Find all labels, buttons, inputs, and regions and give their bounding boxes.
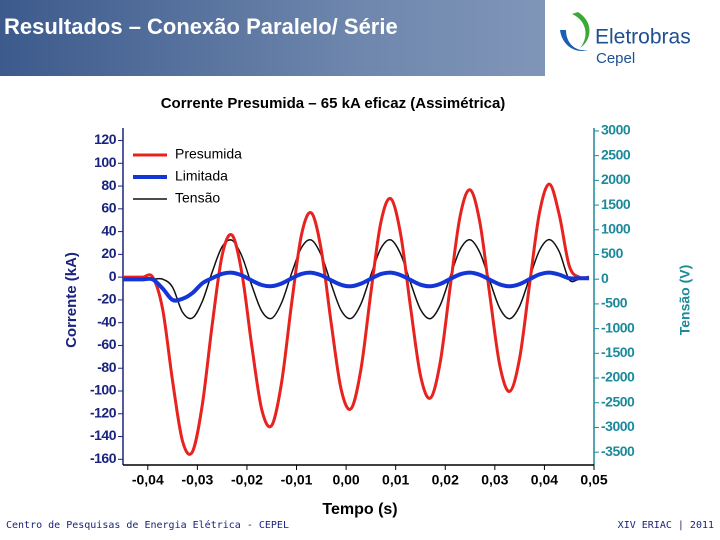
y2-tick-label: 500 xyxy=(601,245,624,261)
chart-title: Corrente Presumida – 65 kA eficaz (Assim… xyxy=(161,95,506,112)
logo-text: Eletrobras xyxy=(595,26,691,49)
y-tick-label: -160 xyxy=(90,450,117,466)
logo-subtext: Cepel xyxy=(596,50,635,67)
footer-left: Centro de Pesquisas de Energia Elétrica … xyxy=(6,519,289,531)
y-tick-label: 40 xyxy=(101,222,116,238)
x-axis-label: Tempo (s) xyxy=(322,501,397,518)
plot: 120 100 80 60 40 20 0 -20 -40 -60 -80 -100 -120 -140 -… xyxy=(90,122,636,488)
y2-tick-label: -2000 xyxy=(601,369,635,385)
y2-tick-label: -1500 xyxy=(601,344,635,360)
x-tick-label: -0,04 xyxy=(132,472,164,488)
y2-tick-label: 2500 xyxy=(601,146,631,162)
y2-tick-label: -2500 xyxy=(601,393,635,409)
legend-label: Limitada xyxy=(175,168,228,184)
y-tick-label: -60 xyxy=(97,336,116,352)
y-tick-label: 0 xyxy=(109,268,117,284)
y2-tick-label: 1500 xyxy=(601,196,631,212)
y-tick-label: -120 xyxy=(90,404,117,420)
y-tick-label: 60 xyxy=(101,200,116,216)
logo-icon xyxy=(560,12,590,52)
x-tick-label: 0,02 xyxy=(432,472,459,488)
y2-tick-label: 3000 xyxy=(601,122,631,138)
x-tick-label: -0,01 xyxy=(281,472,313,488)
legend-label: Tensão xyxy=(175,190,220,206)
x-tick-label: -0,02 xyxy=(231,472,263,488)
y2-tick-label: -1000 xyxy=(601,319,635,335)
series-line xyxy=(122,182,590,456)
y-tick-label: -20 xyxy=(97,291,116,307)
y-tick-label: 100 xyxy=(94,154,117,170)
y2-tick-label: -3500 xyxy=(601,443,635,459)
footer-right: XIV ERIAC | 2011 xyxy=(618,520,714,531)
y2-tick-label: 2000 xyxy=(601,171,631,187)
y2-tick-label: -3000 xyxy=(601,418,635,434)
y2-axis-label: Tensão (V) xyxy=(677,265,693,336)
logo-box xyxy=(545,0,720,76)
x-tick-label: 0,00 xyxy=(332,472,359,488)
slide-title: Resultados – Conexão Paralelo/ Série xyxy=(4,14,398,39)
y-tick-label: -100 xyxy=(90,382,117,398)
x-tick-label: -0,03 xyxy=(181,472,213,488)
legend-label: Presumida xyxy=(175,146,242,162)
y-tick-label: -80 xyxy=(97,359,116,375)
y2-tick-label: 1000 xyxy=(601,220,631,236)
x-tick-label: 0,03 xyxy=(481,472,508,488)
y-axis-label: Corrente (kA) xyxy=(63,252,80,348)
y-tick-label: -40 xyxy=(97,313,116,329)
x-tick-label: 0,04 xyxy=(531,472,558,488)
y-tick-label: 120 xyxy=(94,131,117,147)
y-tick-label: 20 xyxy=(101,245,116,261)
series-line xyxy=(122,270,590,303)
y-tick-label: -140 xyxy=(90,427,117,443)
y-tick-label: 80 xyxy=(101,177,116,193)
x-tick-label: 0,01 xyxy=(382,472,409,488)
y2-tick-label: 0 xyxy=(601,270,609,286)
x-tick-label: 0,05 xyxy=(580,472,607,488)
y2-tick-label: -500 xyxy=(601,295,628,311)
series-line xyxy=(123,238,590,320)
